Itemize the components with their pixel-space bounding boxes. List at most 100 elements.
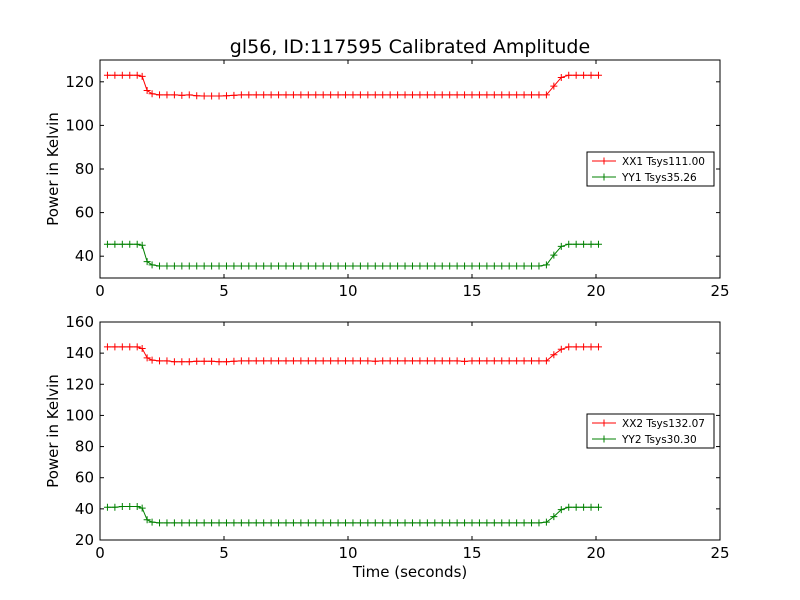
x-tick-label: 10 bbox=[338, 544, 357, 562]
data-point bbox=[580, 503, 588, 511]
data-point bbox=[267, 519, 275, 527]
data-point bbox=[513, 357, 521, 365]
data-point bbox=[505, 519, 513, 527]
data-point bbox=[304, 357, 312, 365]
data-point bbox=[282, 262, 290, 270]
data-point bbox=[215, 519, 223, 527]
data-point bbox=[267, 262, 275, 270]
data-point bbox=[208, 92, 216, 100]
legend-label: XX1 Tsys111.00 bbox=[622, 156, 705, 168]
data-point bbox=[438, 357, 446, 365]
data-point bbox=[565, 503, 573, 511]
data-point bbox=[163, 357, 171, 365]
data-point bbox=[133, 240, 141, 248]
data-point bbox=[587, 71, 595, 79]
data-point bbox=[289, 519, 297, 527]
data-point bbox=[237, 262, 245, 270]
data-point bbox=[356, 91, 364, 99]
data-point bbox=[230, 519, 238, 527]
data-point bbox=[237, 91, 245, 99]
data-point bbox=[138, 72, 146, 80]
data-point bbox=[297, 91, 305, 99]
data-point bbox=[349, 91, 357, 99]
x-tick-label: 0 bbox=[95, 544, 105, 562]
data-point bbox=[550, 513, 558, 521]
data-point bbox=[342, 357, 350, 365]
data-point bbox=[557, 242, 565, 250]
data-point bbox=[379, 262, 387, 270]
data-point bbox=[468, 357, 476, 365]
data-point bbox=[342, 262, 350, 270]
data-point bbox=[550, 351, 558, 359]
data-point bbox=[222, 92, 230, 100]
data-point bbox=[379, 357, 387, 365]
data-point bbox=[535, 519, 543, 527]
data-point bbox=[297, 519, 305, 527]
data-point bbox=[170, 358, 178, 366]
data-point bbox=[342, 519, 350, 527]
data-point bbox=[148, 518, 156, 526]
data-point bbox=[222, 358, 230, 366]
legend-box bbox=[586, 151, 715, 187]
data-point bbox=[245, 262, 253, 270]
data-point bbox=[215, 262, 223, 270]
data-point bbox=[163, 262, 171, 270]
data-point bbox=[438, 262, 446, 270]
data-point bbox=[505, 91, 513, 99]
data-point bbox=[111, 503, 119, 511]
data-point bbox=[156, 357, 164, 365]
data-point bbox=[505, 262, 513, 270]
data-point bbox=[118, 343, 126, 351]
data-point bbox=[542, 261, 550, 269]
data-point bbox=[252, 519, 260, 527]
data-point bbox=[245, 91, 253, 99]
data-point bbox=[252, 262, 260, 270]
chart-title: gl56, ID:117595 Calibrated Amplitude bbox=[230, 36, 590, 58]
data-point bbox=[111, 71, 119, 79]
y-tick-label: 100 bbox=[65, 116, 94, 134]
data-point bbox=[103, 503, 111, 511]
data-point bbox=[542, 91, 550, 99]
data-point bbox=[334, 357, 342, 365]
data-point bbox=[170, 91, 178, 99]
data-point bbox=[200, 357, 208, 365]
data-point bbox=[594, 71, 602, 79]
data-point bbox=[438, 91, 446, 99]
data-point bbox=[431, 262, 439, 270]
data-point bbox=[498, 519, 506, 527]
y-tick-label: 120 bbox=[65, 375, 94, 393]
data-point bbox=[111, 343, 119, 351]
data-point bbox=[371, 519, 379, 527]
data-point bbox=[565, 71, 573, 79]
data-point bbox=[513, 262, 521, 270]
data-point bbox=[498, 262, 506, 270]
y-tick-label: 100 bbox=[65, 406, 94, 424]
data-point bbox=[594, 240, 602, 248]
data-point bbox=[319, 519, 327, 527]
legend: XX2 Tsys132.07 YY2 Tsys30.30 bbox=[586, 413, 715, 449]
data-point bbox=[170, 519, 178, 527]
data-point bbox=[580, 71, 588, 79]
y-tick-label: 40 bbox=[75, 500, 94, 518]
data-point bbox=[118, 503, 126, 511]
legend: XX1 Tsys111.00 YY1 Tsys35.26 bbox=[586, 151, 715, 187]
y-tick-label: 60 bbox=[75, 204, 94, 222]
data-point bbox=[587, 343, 595, 351]
data-point bbox=[408, 262, 416, 270]
data-point bbox=[371, 262, 379, 270]
data-point bbox=[587, 503, 595, 511]
data-point bbox=[178, 91, 186, 99]
legend-label: YY2 Tsys30.30 bbox=[621, 434, 697, 446]
series-1 bbox=[103, 343, 602, 366]
data-point bbox=[185, 91, 193, 99]
data-point bbox=[103, 71, 111, 79]
x-tick-label: 20 bbox=[586, 282, 605, 300]
data-point bbox=[163, 519, 171, 527]
y-tick-label: 20 bbox=[75, 531, 94, 549]
data-point bbox=[520, 519, 528, 527]
data-point bbox=[364, 519, 372, 527]
data-point bbox=[275, 262, 283, 270]
data-point bbox=[133, 503, 141, 511]
data-point bbox=[520, 357, 528, 365]
data-point bbox=[542, 357, 550, 365]
